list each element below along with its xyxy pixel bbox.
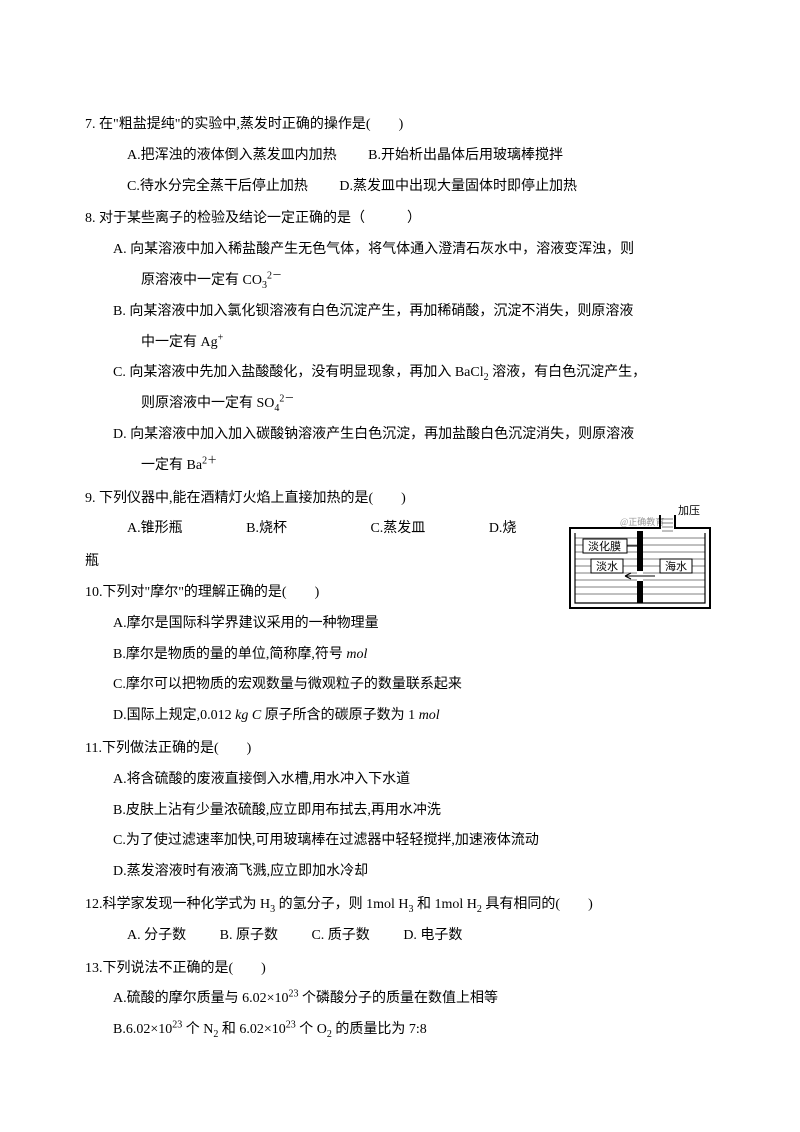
q11-option-b: B.皮肤上沾有少量浓硫酸,应立即用布拭去,再用水冲洗 (85, 796, 715, 827)
q10-d-kg: kg (235, 708, 248, 723)
q8-a2-sup: 2－ (267, 270, 282, 281)
q8-b2-text: 中一定有 Ag (141, 335, 218, 350)
question-13: 13.下列说法不正确的是( ) A.硫酸的摩尔质量与 6.02×1023 个磷酸… (85, 954, 715, 1046)
q9-option-b: B.烧杯 (246, 521, 287, 536)
q12-stem-mid: 的氢分子，则 1mol H (275, 897, 408, 912)
q12-stem-before: 12.科学家发现一种化学式为 H (85, 897, 270, 912)
q7-stem: 7. 在"粗盐提纯"的实验中,蒸发时正确的操作是( ) (85, 110, 715, 141)
diagram-watermark: @正确教育 (620, 516, 664, 527)
q7-option-a: A.把浑浊的液体倒入蒸发皿内加热 (127, 148, 337, 163)
q10-b-mol: mol (346, 647, 367, 662)
question-8: 8. 对于某些离子的检验及结论一定正确的是（ ） A. 向某溶液中加入稀盐酸产生… (85, 204, 715, 481)
q12-option-a: A. 分子数 (127, 928, 186, 943)
q8-stem: 8. 对于某些离子的检验及结论一定正确的是（ ） (85, 204, 715, 235)
q13-a-sup: 23 (289, 989, 299, 1000)
q13-b-mid1: 个 N (182, 1022, 213, 1037)
q7-options-row1: A.把浑浊的液体倒入蒸发皿内加热 B.开始析出晶体后用玻璃棒搅拌 (85, 141, 715, 172)
q10-option-b: B.摩尔是物质的量的单位,简称摩,符号 mol (85, 640, 525, 671)
q8-d2-sup: 2＋ (202, 455, 217, 466)
q12-stem: 12.科学家发现一种化学式为 H3 的氢分子，则 1mol H3 和 1mol … (85, 890, 715, 921)
q12-option-d: D. 电子数 (403, 928, 462, 943)
q11-stem: 11.下列做法正确的是( ) (85, 734, 715, 765)
q8-option-d-line2: 一定有 Ba2＋ (85, 451, 715, 482)
q13-stem: 13.下列说法不正确的是( ) (85, 954, 715, 985)
q8-c2-sup: 2－ (279, 394, 294, 405)
q8-option-d-line1: D. 向某溶液中加入加入碳酸钠溶液产生白色沉淀，再加盐酸白色沉淀消失，则原溶液 (85, 420, 715, 451)
q10-b-text: B.摩尔是物质的量的单位,简称摩,符号 (113, 647, 346, 662)
q11-option-d: D.蒸发溶液时有液滴飞溅,应立即加水冷却 (85, 857, 715, 888)
q8-option-a-line1: A. 向某溶液中加入稀盐酸产生无色气体，将气体通入澄清石灰水中，溶液变浑浊，则 (85, 235, 715, 266)
q8-c2-before: 则原溶液中一定有 SO (141, 396, 274, 411)
q10-option-a: A.摩尔是国际科学界建议采用的一种物理量 (85, 609, 525, 640)
q7-option-c: C.待水分完全蒸干后停止加热 (127, 179, 308, 194)
q10-d-c: C (248, 708, 261, 723)
diagram-seawater-label: 海水 (665, 559, 687, 573)
diagram-freshwater-label: 淡水 (596, 560, 618, 573)
q11-option-c: C.为了使过滤速率加快,可用玻璃棒在过滤器中轻轻搅拌,加速液体流动 (85, 826, 715, 857)
q8-a2-sub: 3 (262, 280, 267, 291)
q13-b-after: 的质量比为 7:8 (332, 1022, 427, 1037)
q13-option-a: A.硫酸的摩尔质量与 6.02×1023 个磷酸分子的质量在数值上相等 (85, 984, 715, 1015)
q13-a-after: 个磷酸分子的质量在数值上相等 (299, 991, 499, 1006)
q8-a2-text: 原溶液中一定有 CO (141, 273, 262, 288)
diagram-membrane-label: 淡化膜 (588, 539, 621, 553)
question-11: 11.下列做法正确的是( ) A.将含硫酸的废液直接倒入水槽,用水冲入下水道 B… (85, 734, 715, 888)
q8-option-b-line2: 中一定有 Ag+ (85, 328, 715, 359)
q12-options: A. 分子数 B. 原子数 C. 质子数 D. 电子数 (85, 921, 715, 952)
q8-b2-sup: + (218, 332, 224, 343)
q9-option-a: A.锥形瓶 (127, 521, 183, 536)
q8-c1-after: 溶液，有白色沉淀产生， (489, 365, 647, 380)
q13-b-mid2: 和 6.02×10 (218, 1022, 285, 1037)
q10-option-c: C.摩尔可以把物质的宏观数量与微观粒子的数量联系起来 (85, 670, 525, 701)
diagram-membrane-bottom (637, 581, 643, 603)
q8-d2-text: 一定有 Ba (141, 458, 202, 473)
q8-option-c-line2: 则原溶液中一定有 SO42－ (85, 389, 715, 420)
question-7: 7. 在"粗盐提纯"的实验中,蒸发时正确的操作是( ) A.把浑浊的液体倒入蒸发… (85, 110, 715, 202)
q13-b-sup1: 23 (172, 1019, 182, 1030)
q13-b-sup2: 23 (286, 1019, 296, 1030)
q8-c1-before: C. 向某溶液中先加入盐酸酸化，没有明显现象，再加入 BaCl (113, 365, 484, 380)
q12-option-b: B. 原子数 (220, 928, 278, 943)
q8-option-a-line2: 原溶液中一定有 CO32－ (85, 266, 715, 297)
question-12: 12.科学家发现一种化学式为 H3 的氢分子，则 1mol H3 和 1mol … (85, 890, 715, 952)
q13-a-before: A.硫酸的摩尔质量与 6.02×10 (113, 991, 289, 1006)
q7-option-d: D.蒸发皿中出现大量固体时即停止加热 (339, 179, 577, 194)
q11-option-a: A.将含硫酸的废液直接倒入水槽,用水冲入下水道 (85, 765, 715, 796)
q9-option-c: C.蒸发皿 (370, 521, 425, 536)
q10-d-mol: mol (419, 708, 440, 723)
q9-option-d: D.烧 (489, 521, 517, 536)
q7-options-row2: C.待水分完全蒸干后停止加热 D.蒸发皿中出现大量固体时即停止加热 (85, 172, 715, 203)
q10-d-before: D.国际上规定,0.012 (113, 708, 235, 723)
q8-option-c-line1: C. 向某溶液中先加入盐酸酸化，没有明显现象，再加入 BaCl2 溶液，有白色沉… (85, 358, 715, 389)
q12-stem-mid2: 和 1mol H (414, 897, 477, 912)
q13-b-before: B.6.02×10 (113, 1022, 172, 1037)
q7-option-b: B.开始析出晶体后用玻璃棒搅拌 (368, 148, 563, 163)
desalination-diagram: 加压 @正确教育 淡化膜 淡水 海水 (565, 503, 715, 618)
q10-option-d: D.国际上规定,0.012 kg C 原子所含的碳原子数为 1 mol (85, 701, 715, 732)
q12-option-c: C. 质子数 (311, 928, 369, 943)
q10-d-after: 原子所含的碳原子数为 1 (261, 708, 419, 723)
q12-stem-after: 具有相同的( ) (482, 897, 593, 912)
q8-option-b-line1: B. 向某溶液中加入氯化钡溶液有白色沉淀产生，再加稀硝酸，沉淀不消失，则原溶液 (85, 297, 715, 328)
diagram-pressure-label: 加压 (678, 504, 700, 517)
diagram-membrane-top (637, 531, 643, 571)
q13-b-mid3: 个 O (296, 1022, 327, 1037)
diagram-arrow (625, 573, 655, 579)
q13-option-b: B.6.02×1023 个 N2 和 6.02×1023 个 O2 的质量比为 … (85, 1015, 715, 1046)
